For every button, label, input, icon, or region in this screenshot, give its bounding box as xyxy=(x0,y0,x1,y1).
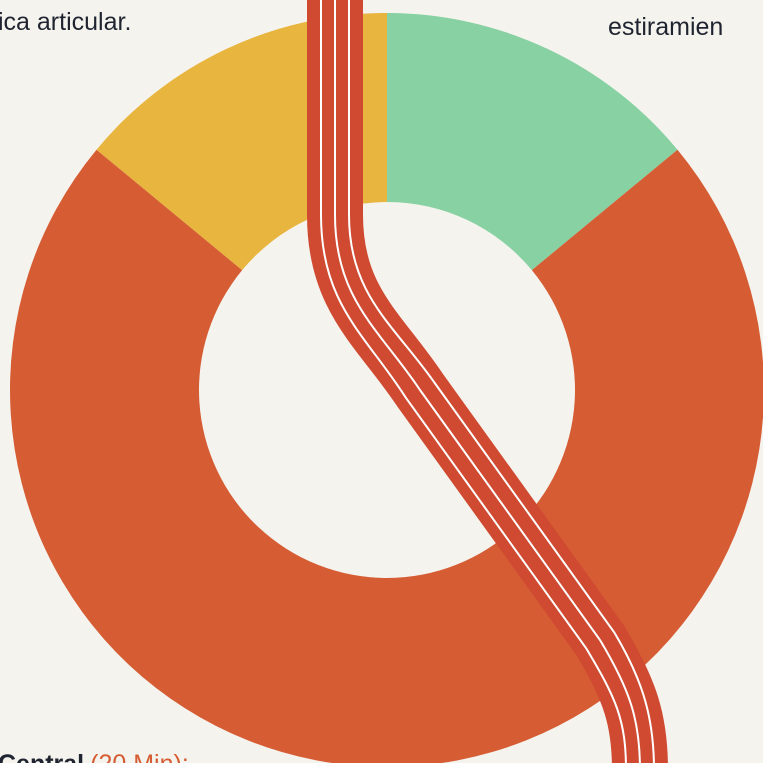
text-fragment: estiramien xyxy=(608,13,723,41)
track-lane xyxy=(320,0,627,763)
track-lane xyxy=(334,0,641,763)
track-lane xyxy=(348,0,655,763)
heading-duration: (20 Min): xyxy=(90,750,189,763)
donut-segment xyxy=(387,13,678,271)
running-track xyxy=(307,0,668,763)
section-heading: Central (20 Min): xyxy=(0,750,189,763)
heading-label: Central xyxy=(0,750,84,763)
text-fragment: ica articular. xyxy=(0,8,131,36)
